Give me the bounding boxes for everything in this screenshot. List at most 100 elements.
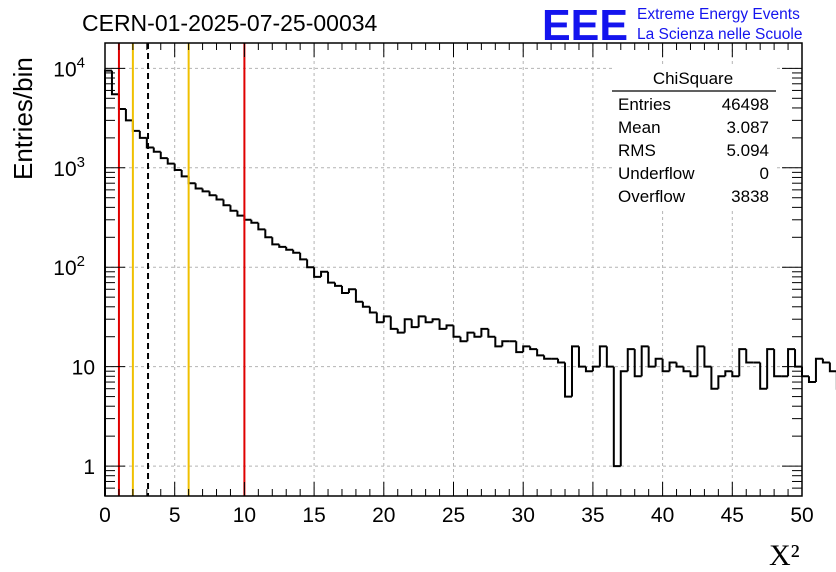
histogram-bin xyxy=(661,358,670,373)
histogram-bin xyxy=(264,229,273,239)
histogram-bin xyxy=(410,319,419,329)
histogram-bin xyxy=(431,318,440,323)
histogram-bin xyxy=(543,355,552,360)
x-tick-label: 5 xyxy=(169,504,181,527)
x-axis-label: X² xyxy=(769,539,800,572)
histogram-bin xyxy=(689,371,698,378)
histogram-bin xyxy=(250,219,259,224)
stats-label-underflow: Underflow xyxy=(618,164,695,183)
x-tick-label: 10 xyxy=(233,504,256,527)
histogram-bin xyxy=(536,349,545,357)
histogram-bin xyxy=(626,348,635,372)
histogram-bin xyxy=(821,358,830,364)
histogram-bin xyxy=(633,349,642,378)
histogram-bin xyxy=(354,289,363,303)
histogram-bin xyxy=(306,259,315,269)
histogram-bin xyxy=(759,362,768,390)
histogram-bin xyxy=(208,191,217,197)
histogram-bin xyxy=(285,246,294,251)
stats-box: ChiSquare Entries 46498 Mean 3.087 RMS 5… xyxy=(612,66,776,208)
y-tick-label: 103 xyxy=(53,154,85,181)
histogram-bin xyxy=(710,366,719,390)
histogram-bin xyxy=(417,315,426,328)
histogram-bin xyxy=(584,366,593,373)
histogram-bin xyxy=(529,346,538,351)
histogram-bin xyxy=(459,336,468,343)
histogram-bin xyxy=(828,362,836,373)
stats-label-entries: Entries xyxy=(618,95,671,114)
histogram-bin xyxy=(522,345,531,353)
histogram-bin xyxy=(473,332,482,338)
y-tick-label: 102 xyxy=(53,253,85,280)
stats-value-rms: 5.094 xyxy=(726,141,769,160)
logo-line-1: Extreme Energy Events xyxy=(637,6,800,23)
x-tick-label: 35 xyxy=(581,504,604,527)
histogram-bin xyxy=(327,271,336,284)
plot-frame xyxy=(104,42,803,497)
histogram-bin xyxy=(682,366,691,373)
logo-mark: EEE xyxy=(542,1,628,50)
histogram-bin xyxy=(487,328,496,338)
y-tick-label: 1 xyxy=(83,456,95,479)
histogram-bin xyxy=(271,237,280,246)
histogram-bin xyxy=(612,366,621,468)
histogram-bin xyxy=(480,327,489,337)
stats-box-bg xyxy=(612,66,776,208)
y-tick-label: 104 xyxy=(53,54,85,81)
histogram xyxy=(104,69,836,496)
histogram-bin xyxy=(334,282,342,287)
histogram-bin xyxy=(766,348,775,389)
x-tick-label: 15 xyxy=(302,504,325,527)
histogram-bin xyxy=(201,188,210,193)
histogram-bin xyxy=(152,147,161,153)
histogram-bin xyxy=(494,336,503,348)
histogram-bin xyxy=(194,183,203,190)
eee-logo: EEE Extreme Energy Events La Scienza nel… xyxy=(542,1,802,50)
histogram-bin xyxy=(229,205,238,212)
histogram-bin xyxy=(299,252,308,261)
histogram-bin xyxy=(675,362,684,368)
y-tick-label: 10 xyxy=(72,357,95,380)
stats-label-rms: RMS xyxy=(618,141,656,160)
histogram-bin xyxy=(313,267,322,278)
histogram-bin xyxy=(222,199,231,207)
histogram-bin xyxy=(361,301,370,308)
histogram-bin xyxy=(717,375,726,389)
x-tick-label: 0 xyxy=(99,504,111,527)
stats-label-overflow: Overflow xyxy=(618,187,686,206)
histogram-bin xyxy=(745,349,754,364)
chart-title: CERN-01-2025-07-25-00034 xyxy=(82,10,378,36)
stats-value-underflow: 0 xyxy=(760,164,769,183)
histogram-bin xyxy=(668,361,677,372)
histogram-bin xyxy=(403,318,412,333)
logo-line-2: La Scienza nelle Scuole xyxy=(637,26,802,43)
axis-ticks xyxy=(104,43,803,497)
stats-box-title: ChiSquare xyxy=(653,69,733,88)
histogram-bin xyxy=(396,328,405,334)
histogram-bin xyxy=(340,285,349,295)
x-tick-label: 40 xyxy=(651,504,674,527)
histogram-bin xyxy=(159,151,168,160)
histogram-bin xyxy=(292,249,301,254)
histogram-bin xyxy=(466,331,475,342)
histogram-bin xyxy=(787,348,796,377)
stats-value-overflow: 3838 xyxy=(731,187,769,206)
grid xyxy=(105,43,802,496)
histogram-bin xyxy=(320,270,329,277)
histogram-bin xyxy=(173,163,182,172)
stats-value-mean: 3.087 xyxy=(726,118,769,137)
histogram-bin xyxy=(591,365,600,372)
histogram-bin xyxy=(654,357,663,367)
histogram-bin xyxy=(738,348,747,377)
histogram-bin xyxy=(557,358,566,364)
x-tick-label: 25 xyxy=(442,504,465,527)
histogram-bin xyxy=(452,325,461,338)
histogram-bin xyxy=(515,341,524,354)
histogram-bin xyxy=(619,370,628,467)
histogram-bin xyxy=(598,345,607,367)
histogram-bin xyxy=(564,362,572,398)
x-tick-label: 20 xyxy=(372,504,395,527)
histogram-bin xyxy=(773,349,782,378)
histogram-bin xyxy=(731,371,740,378)
